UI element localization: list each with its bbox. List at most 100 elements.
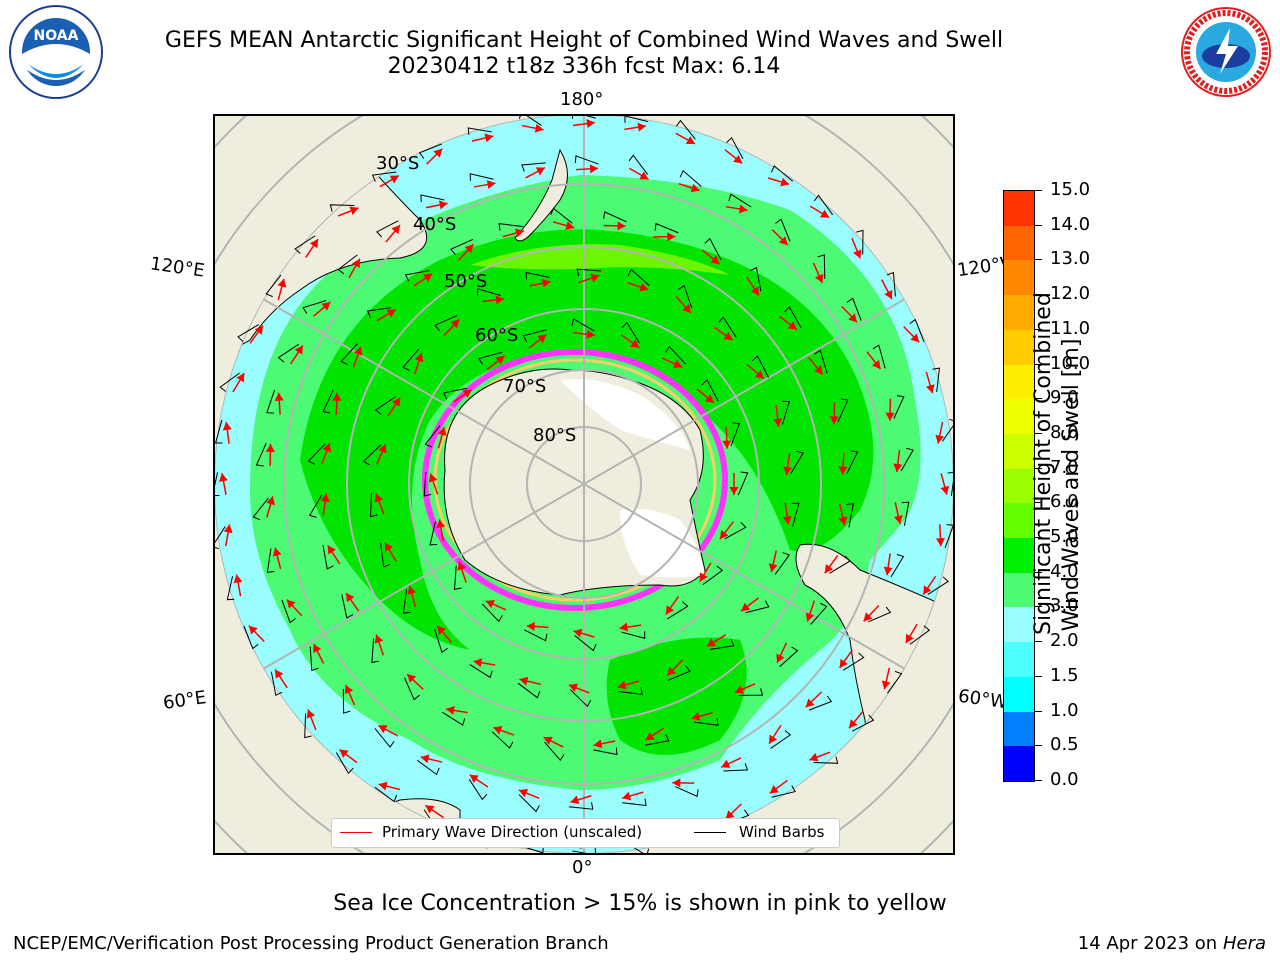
wave-direction-arrowhead: [274, 392, 284, 401]
wind-barb: [872, 344, 886, 369]
wind-barb: [434, 315, 458, 332]
wind-barb: [304, 713, 312, 739]
wind-barb: [846, 297, 862, 321]
wind-barb: [366, 307, 392, 318]
colorbar-segment: [1004, 676, 1034, 713]
wind-barb: [550, 207, 573, 224]
wave-direction-arrowhead: [699, 572, 708, 582]
legend-wave-swatch: [340, 832, 372, 833]
wave-direction-arrowhead: [672, 778, 681, 788]
wind-barb: [890, 554, 905, 578]
wave-direction-arrowhead: [838, 466, 848, 475]
wind-barb: [665, 345, 686, 365]
wave-direction-arrowhead: [691, 712, 701, 721]
wind-barb: [886, 670, 903, 694]
wave-direction-arrowhead: [495, 295, 505, 305]
wind-barb: [723, 763, 749, 772]
colorbar-tick-label: 6.0: [1050, 491, 1079, 513]
wave-direction-arrowhead: [881, 680, 891, 690]
lat-label-50S: 50°S: [444, 271, 488, 292]
colorbar-tick-label: 11.0: [1050, 317, 1091, 339]
wind-barb: [402, 348, 420, 371]
wind-barb: [404, 677, 420, 701]
wind-barb: [420, 194, 445, 203]
wind-barb: [674, 786, 699, 798]
wind-barb: [309, 646, 319, 672]
wave-direction-arrowhead: [515, 228, 525, 238]
wave-direction-arrowhead: [518, 788, 528, 798]
wave-direction-arrowhead: [495, 355, 505, 365]
colorbar-tick-label: 14.0: [1050, 213, 1091, 235]
colorbar-segment: [1004, 538, 1034, 574]
wave-direction-arrowhead: [219, 473, 228, 482]
wind-barb: [214, 472, 220, 497]
colorbar-tick-label: 12.0: [1050, 283, 1091, 305]
wind-barb: [380, 543, 391, 568]
wave-direction-arrowhead: [543, 736, 553, 745]
wave-direction-arrowhead: [322, 443, 332, 453]
wave-direction-arrowhead: [665, 605, 675, 615]
wind-barb: [749, 266, 762, 292]
map-frame: [213, 114, 955, 855]
wave-direction-arrowhead: [346, 593, 355, 603]
colorbar-segment: [1004, 191, 1034, 227]
wind-barb: [226, 576, 235, 601]
wind-barb: [214, 526, 226, 550]
colorbar-label: Significant Height of Combined Wind Wave…: [1030, 292, 1086, 635]
footer-date: 14 Apr 2023 on Hera: [1078, 933, 1266, 954]
wind-barb: [342, 689, 351, 714]
wave-direction-arrowhead: [425, 805, 435, 814]
wind-barb: [813, 756, 839, 764]
wave-direction-arrowhead: [309, 239, 319, 249]
wind-barb: [270, 671, 283, 697]
colorbar-tick-label: 5.0: [1050, 526, 1079, 548]
wind-barb: [469, 173, 494, 181]
wave-direction-arrowhead: [706, 638, 716, 647]
colorbar-tick-label: 15.0: [1050, 179, 1091, 200]
wind-barb: [909, 318, 925, 343]
wave-direction-arrowhead: [838, 516, 848, 526]
wind-barb: [737, 471, 749, 496]
wave-direction-arrowhead: [433, 148, 443, 158]
wave-direction-arrowhead: [622, 791, 632, 801]
wave-direction-arrowhead: [734, 685, 745, 694]
wave-direction-arrowhead: [277, 278, 287, 288]
wave-direction-arrowhead: [839, 658, 848, 668]
wind-barb: [621, 631, 646, 639]
wind-barb: [434, 629, 449, 653]
wave-direction-arrowhead: [722, 440, 732, 449]
wind-barb: [453, 565, 462, 591]
wind-barb: [266, 548, 275, 573]
colorbar-tick-mark: [1034, 571, 1042, 573]
wave-direction-arrowhead: [805, 698, 815, 708]
wave-direction-arrowhead: [586, 119, 595, 129]
wind-barb: [277, 343, 299, 363]
wave-direction-arrowhead: [526, 621, 535, 631]
colorbar-tick-mark: [1034, 467, 1042, 469]
wind-barb: [374, 396, 397, 415]
wind-barb: [942, 418, 954, 442]
wind-barb: [704, 237, 722, 261]
wind-barb: [468, 779, 488, 801]
wind-barb: [790, 450, 804, 474]
wave-direction-arrowhead: [690, 183, 700, 193]
colorbar-tick-label: 3.0: [1050, 595, 1079, 617]
colorbar-tick-mark: [1034, 328, 1042, 330]
colorbar: [1003, 190, 1035, 782]
wave-direction-arrowhead: [682, 304, 691, 314]
wave-direction-arrowhead: [754, 370, 764, 379]
wave-direction-arrowhead: [378, 725, 388, 734]
wave-direction-arrowhead: [905, 633, 914, 643]
wave-direction-arrowhead: [883, 566, 893, 576]
wind-barb: [525, 271, 550, 280]
wind-barb: [893, 395, 905, 419]
wave-direction-arrowhead: [565, 221, 575, 230]
wind-barb: [645, 734, 670, 746]
lon-label-0: 0°: [572, 857, 593, 878]
wave-direction-arrowhead: [321, 302, 331, 311]
wind-barb: [522, 329, 547, 343]
colorbar-tick-mark: [1034, 675, 1042, 677]
wave-direction-arrowhead: [593, 739, 603, 749]
wave-direction-arrowhead: [814, 365, 823, 375]
colorbar-tick-label: 13.0: [1050, 248, 1091, 270]
